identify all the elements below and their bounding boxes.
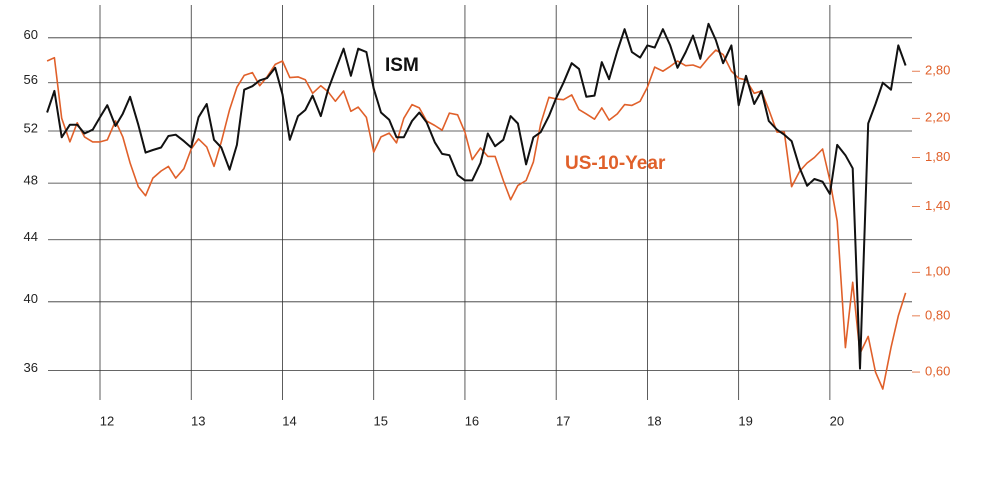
x-tick-label: 15 [373,413,387,428]
x-tick-label: 16 [465,413,479,428]
series-label: US-10-Year [565,153,666,174]
y-tick-label: 44 [24,229,38,244]
x-tick-label: 19 [738,413,752,428]
y-tick-label: 52 [24,120,38,135]
series-line [46,22,907,370]
x-tick-label: 17 [556,413,570,428]
y2-tick-label: 0,60 [925,363,950,378]
y2-tick-label: 1,40 [925,198,950,213]
y2-tick-label: 1,80 [925,149,950,164]
x-tick-label: 12 [100,413,114,428]
x-tick-label: 13 [191,413,205,428]
y-tick-label: 40 [24,291,38,306]
y-tick-label: 48 [24,173,38,188]
y2-tick-label: 0,80 [925,307,950,322]
y-tick-label: 60 [24,27,38,42]
y2-tick-label: 2,20 [925,110,950,125]
y2-tick-label: 1,00 [925,264,950,279]
y-tick-label: 36 [24,360,38,375]
x-tick-label: 14 [282,413,296,428]
y2-tick-label: 2,80 [925,63,950,78]
series-line [46,49,907,390]
y-tick-label: 56 [24,72,38,87]
x-tick-label: 20 [830,413,844,428]
x-tick-label: 18 [647,413,661,428]
series-label: ISM [385,55,419,76]
